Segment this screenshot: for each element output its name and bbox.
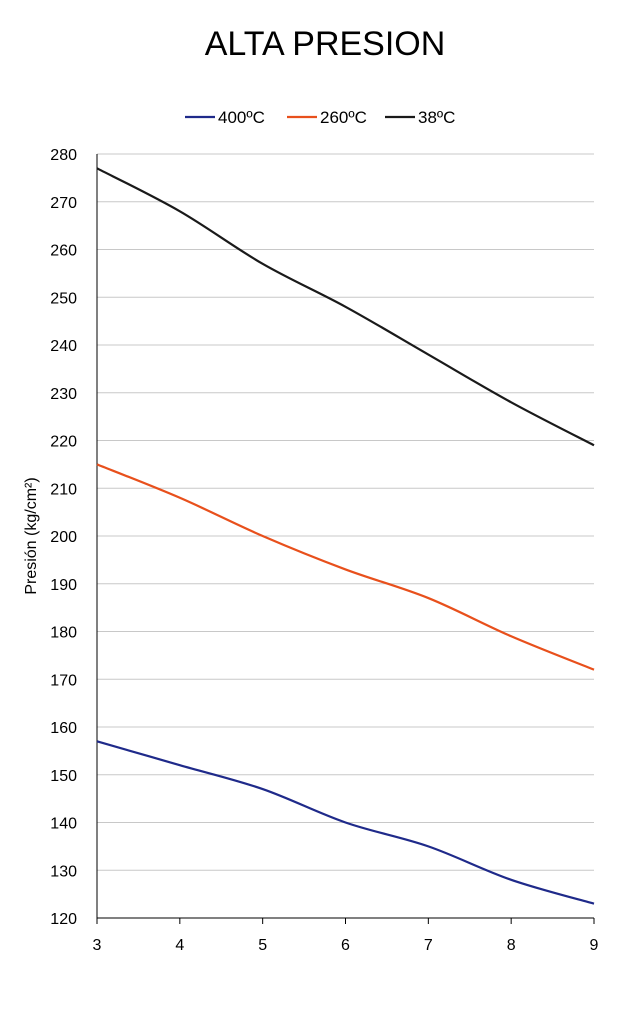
y-tick-label: 160 (50, 720, 77, 737)
x-tick-label: 3 (93, 937, 102, 954)
x-tick-label: 5 (258, 937, 267, 954)
y-tick-label: 200 (50, 529, 77, 546)
legend-label: 260ºC (320, 108, 367, 127)
y-tick-label: 170 (50, 672, 77, 689)
y-tick-label: 140 (50, 816, 77, 833)
y-tick-label: 180 (50, 625, 77, 642)
y-tick-label: 230 (50, 386, 77, 403)
series-line-1 (96, 740, 595, 905)
gridlines (97, 153, 594, 871)
y-tick-labels: 120 130 140 150 160 170 180 190 200 210 220 230 240 2… (50, 147, 77, 928)
y-tick-label: 250 (50, 290, 77, 307)
chart-title: ALTA PRESION (205, 25, 446, 63)
x-tick-label: 6 (341, 937, 350, 954)
y-tick-label: 220 (50, 434, 77, 451)
y-tick-label: 130 (50, 863, 77, 880)
y-tick-label: 260 (50, 243, 77, 260)
x-tick-label: 4 (175, 937, 184, 954)
y-tick-label: 240 (50, 338, 77, 355)
legend: 400ºC 260ºC 38ºC (185, 108, 455, 127)
y-tick-label: 120 (50, 911, 77, 928)
y-tick-label: 210 (50, 481, 77, 498)
y-tick-label: 150 (50, 768, 77, 785)
series-line-2 (96, 463, 595, 671)
series-lines (96, 167, 595, 905)
legend-label: 400ºC (218, 108, 265, 127)
x-tick-labels: 3 4 5 6 7 8 9 (93, 937, 599, 954)
axes (96, 154, 595, 924)
legend-label: 38ºC (418, 108, 455, 127)
y-tick-label: 270 (50, 195, 77, 212)
y-axis-label: Presión (kg/cm²) (23, 477, 40, 594)
y-tick-label: 280 (50, 147, 77, 164)
x-tick-label: 8 (507, 937, 516, 954)
x-tick-label: 7 (424, 937, 433, 954)
y-tick-label: 190 (50, 577, 77, 594)
series-line-3 (96, 167, 595, 447)
x-tick-label: 9 (590, 937, 599, 954)
